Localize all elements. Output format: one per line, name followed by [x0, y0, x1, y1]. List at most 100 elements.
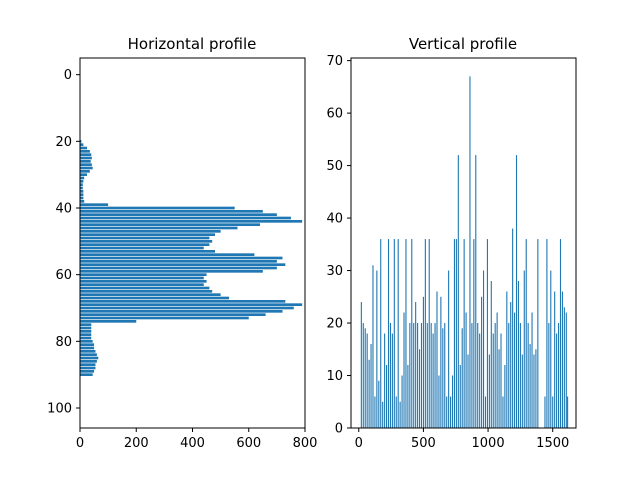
vertical-profile-bar — [409, 323, 411, 428]
horizontal-profile-bar — [80, 296, 230, 300]
vertical-profile-bar — [492, 333, 494, 428]
vertical-profile-ticks: 0 500 1000 1500 0 10 20 30 40 50 60 70 — [326, 54, 569, 451]
horizontal-profile-bar — [80, 283, 204, 286]
vertical-profile-bar — [389, 323, 391, 428]
vertical-profile-bar — [386, 365, 388, 428]
horizontal-profile-bar — [80, 243, 210, 246]
vertical-profile-bar — [502, 396, 504, 428]
vertical-profile-bar — [401, 375, 403, 428]
horizontal-profile-bar — [80, 250, 215, 253]
vertical-profile-bar — [403, 312, 405, 428]
horizontal-profile-bar — [80, 156, 92, 160]
horizontal-profile-bar — [80, 360, 97, 363]
vertical-profile-bar — [418, 349, 421, 428]
vertical-profile-bar — [451, 375, 454, 428]
horizontal-profile-bar — [80, 170, 90, 173]
vertical-profile-bar — [533, 354, 535, 428]
horizontal-profile-bar — [80, 256, 283, 260]
horizontal-profile-bar — [80, 180, 84, 183]
vertical-profile-bar — [471, 323, 473, 428]
y-tick-label: 10 — [326, 369, 343, 384]
y-tick-label: 60 — [326, 107, 343, 122]
vertical-profile-bar — [567, 396, 569, 428]
horizontal-profile-bar — [80, 280, 207, 283]
vertical-profile-bar — [496, 312, 498, 428]
vertical-profile-bar — [420, 323, 423, 428]
horizontal-profile-bar — [80, 300, 286, 303]
vertical-profile-bar — [557, 323, 560, 428]
horizontal-profile-bar — [80, 193, 84, 196]
vertical-profile-bar — [384, 333, 386, 428]
vertical-profile-bar — [376, 270, 378, 428]
vertical-profile-bar — [556, 333, 558, 428]
horizontal-profile-bar — [80, 353, 97, 356]
y-tick-label: 80 — [55, 335, 72, 350]
vertical-profile-bar — [442, 328, 444, 428]
vertical-profile-bar — [413, 323, 415, 428]
vertical-profile-bar — [362, 323, 364, 428]
vertical-profile-bars — [360, 76, 569, 428]
vertical-profile-bar — [514, 312, 516, 428]
horizontal-profile-bar — [80, 276, 204, 280]
horizontal-profile-bar — [80, 370, 95, 373]
horizontal-profile-bar — [80, 343, 95, 346]
horizontal-profile-bar — [80, 206, 235, 210]
vertical-profile-bar — [426, 323, 428, 428]
vertical-profile-bar — [432, 333, 434, 428]
vertical-profile-bar — [422, 296, 424, 428]
horizontal-profile-bar — [80, 270, 263, 273]
vertical-profile-bar — [360, 302, 362, 428]
vertical-profile-bar — [366, 333, 368, 428]
vertical-profile-bar — [438, 375, 440, 428]
y-tick-label: 40 — [55, 202, 72, 217]
horizontal-profile-bar — [80, 213, 277, 216]
horizontal-profile-bar — [80, 140, 82, 143]
vertical-profile-bar — [469, 76, 471, 428]
vertical-profile-bar — [559, 239, 562, 428]
horizontal-profile-bar — [80, 316, 249, 320]
vertical-profile-bar — [391, 333, 393, 428]
vertical-profile-bar — [523, 270, 525, 428]
vertical-profile-bar — [515, 155, 518, 428]
horizontal-profile-bar — [80, 306, 294, 310]
vertical-profile-bar — [473, 239, 475, 428]
horizontal-profile-bar — [80, 293, 221, 296]
horizontal-profile-bar — [80, 210, 263, 213]
vertical-profile-bar — [430, 323, 432, 428]
vertical-profile-bar — [481, 296, 483, 428]
vertical-profile-bar — [446, 396, 448, 428]
vertical-profile-bar — [436, 291, 438, 428]
x-tick-label: 400 — [180, 436, 205, 451]
x-tick-label: 1000 — [472, 436, 505, 451]
vertical-profile-bar — [415, 302, 417, 428]
vertical-profile-bar — [510, 302, 512, 428]
horizontal-profile-bar — [80, 310, 283, 313]
horizontal-profile-bar — [80, 333, 92, 336]
y-tick-label: 70 — [326, 54, 343, 69]
horizontal-profile-bar — [80, 146, 88, 150]
x-tick-label: 500 — [411, 436, 436, 451]
horizontal-profile-bar — [80, 303, 303, 306]
vertical-profile-bar — [525, 239, 527, 428]
horizontal-profile-bar — [80, 290, 213, 293]
vertical-profile-bar — [399, 401, 401, 428]
horizontal-profile-bar — [80, 153, 92, 156]
vertical-profile-bar — [561, 291, 563, 428]
y-tick-label: 100 — [47, 402, 72, 417]
y-tick-label: 40 — [326, 212, 343, 227]
vertical-profile-bar — [465, 312, 467, 428]
horizontal-profile-bar — [80, 356, 99, 360]
x-tick-label: 800 — [293, 436, 318, 451]
vertical-profile-bar — [428, 239, 430, 428]
horizontal-profile-ticks: 0 200 400 600 800 0 20 40 60 80 100 — [47, 68, 317, 451]
horizontal-profile-bar — [80, 323, 92, 326]
horizontal-profile-bar — [80, 273, 207, 276]
vertical-profile-bar — [397, 239, 399, 428]
vertical-profile-bar — [488, 354, 490, 428]
horizontal-profile-bar — [80, 150, 90, 153]
vertical-profile-bar — [554, 291, 556, 428]
vertical-profile-bar — [382, 401, 384, 428]
vertical-profile-bar — [453, 239, 455, 428]
horizontal-profile-bar — [80, 203, 109, 206]
vertical-profile-bar — [459, 365, 461, 428]
